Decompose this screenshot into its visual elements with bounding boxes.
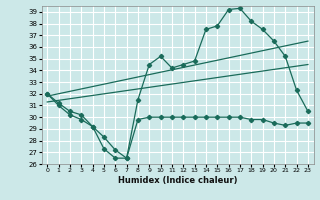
X-axis label: Humidex (Indice chaleur): Humidex (Indice chaleur) <box>118 176 237 185</box>
